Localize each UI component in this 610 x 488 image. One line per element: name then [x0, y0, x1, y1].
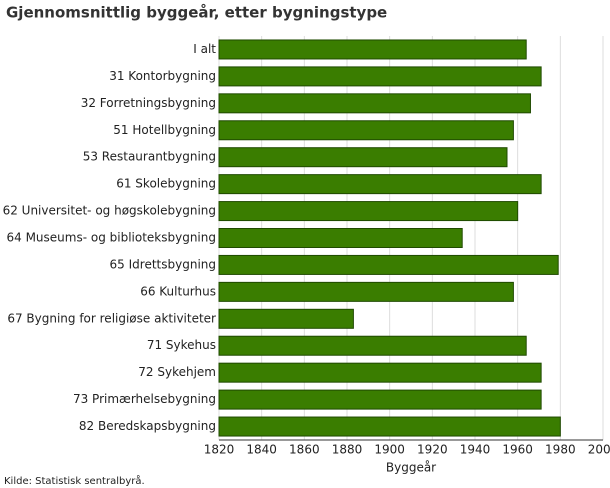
x-tick-label: 1840	[246, 443, 277, 457]
x-tick-label: 1920	[417, 443, 448, 457]
y-tick-label: I alt	[193, 42, 216, 56]
x-tick-label: 1820	[204, 443, 235, 457]
y-tick-label: 65 Idrettsbygning	[110, 257, 216, 271]
bar	[218, 389, 542, 410]
source: Kilde: Statistisk sentralbyrå.	[4, 474, 145, 487]
chart-title: Gjennomsnittlig byggeår, etter bygningst…	[6, 4, 387, 22]
y-tick-label: 67 Bygning for religiøse aktiviteter	[7, 311, 216, 325]
x-tick-label: 2000	[588, 443, 610, 457]
y-tick-label: 32 Forretningsbygning	[81, 96, 216, 110]
bar	[218, 335, 527, 356]
y-tick-label: 72 Sykehjem	[138, 365, 216, 379]
bar	[218, 281, 514, 302]
bar	[218, 416, 561, 437]
y-tick-label: 82 Beredskapsbygning	[79, 419, 216, 433]
bar	[218, 228, 463, 248]
bar	[218, 174, 542, 195]
x-tick-label: 1980	[545, 443, 576, 457]
bar	[218, 66, 542, 87]
bar	[218, 39, 527, 60]
y-tick-label: 71 Sykehus	[147, 338, 216, 352]
x-tick-label: 1880	[332, 443, 363, 457]
bar	[218, 120, 514, 141]
bar	[218, 201, 519, 222]
y-tick-label: 73 Primærhelsebygning	[73, 392, 216, 406]
y-tick-label: 51 Hotellbygning	[113, 123, 216, 137]
bar	[218, 254, 559, 275]
y-tick-label: 66 Kulturhus	[140, 284, 216, 298]
x-tick-label: 1900	[374, 443, 405, 457]
bar	[218, 362, 542, 383]
bar	[218, 93, 531, 114]
x-tick-label: 1960	[502, 443, 533, 457]
bar	[218, 308, 354, 329]
x-tick-label: 1940	[460, 443, 491, 457]
x-axis-title: Byggeår	[386, 461, 436, 475]
y-tick-label: 64 Museums- og biblioteksbygning	[6, 231, 216, 245]
x-tick-label: 1860	[289, 443, 320, 457]
y-tick-label: 62 Universitet- og høgskolebygning	[3, 204, 216, 218]
y-tick-label: 53 Restaurantbygning	[83, 150, 216, 164]
y-tick-label: 61 Skolebygning	[116, 177, 216, 191]
bar	[218, 147, 508, 168]
y-tick-label: 31 Kontorbygning	[109, 69, 216, 83]
